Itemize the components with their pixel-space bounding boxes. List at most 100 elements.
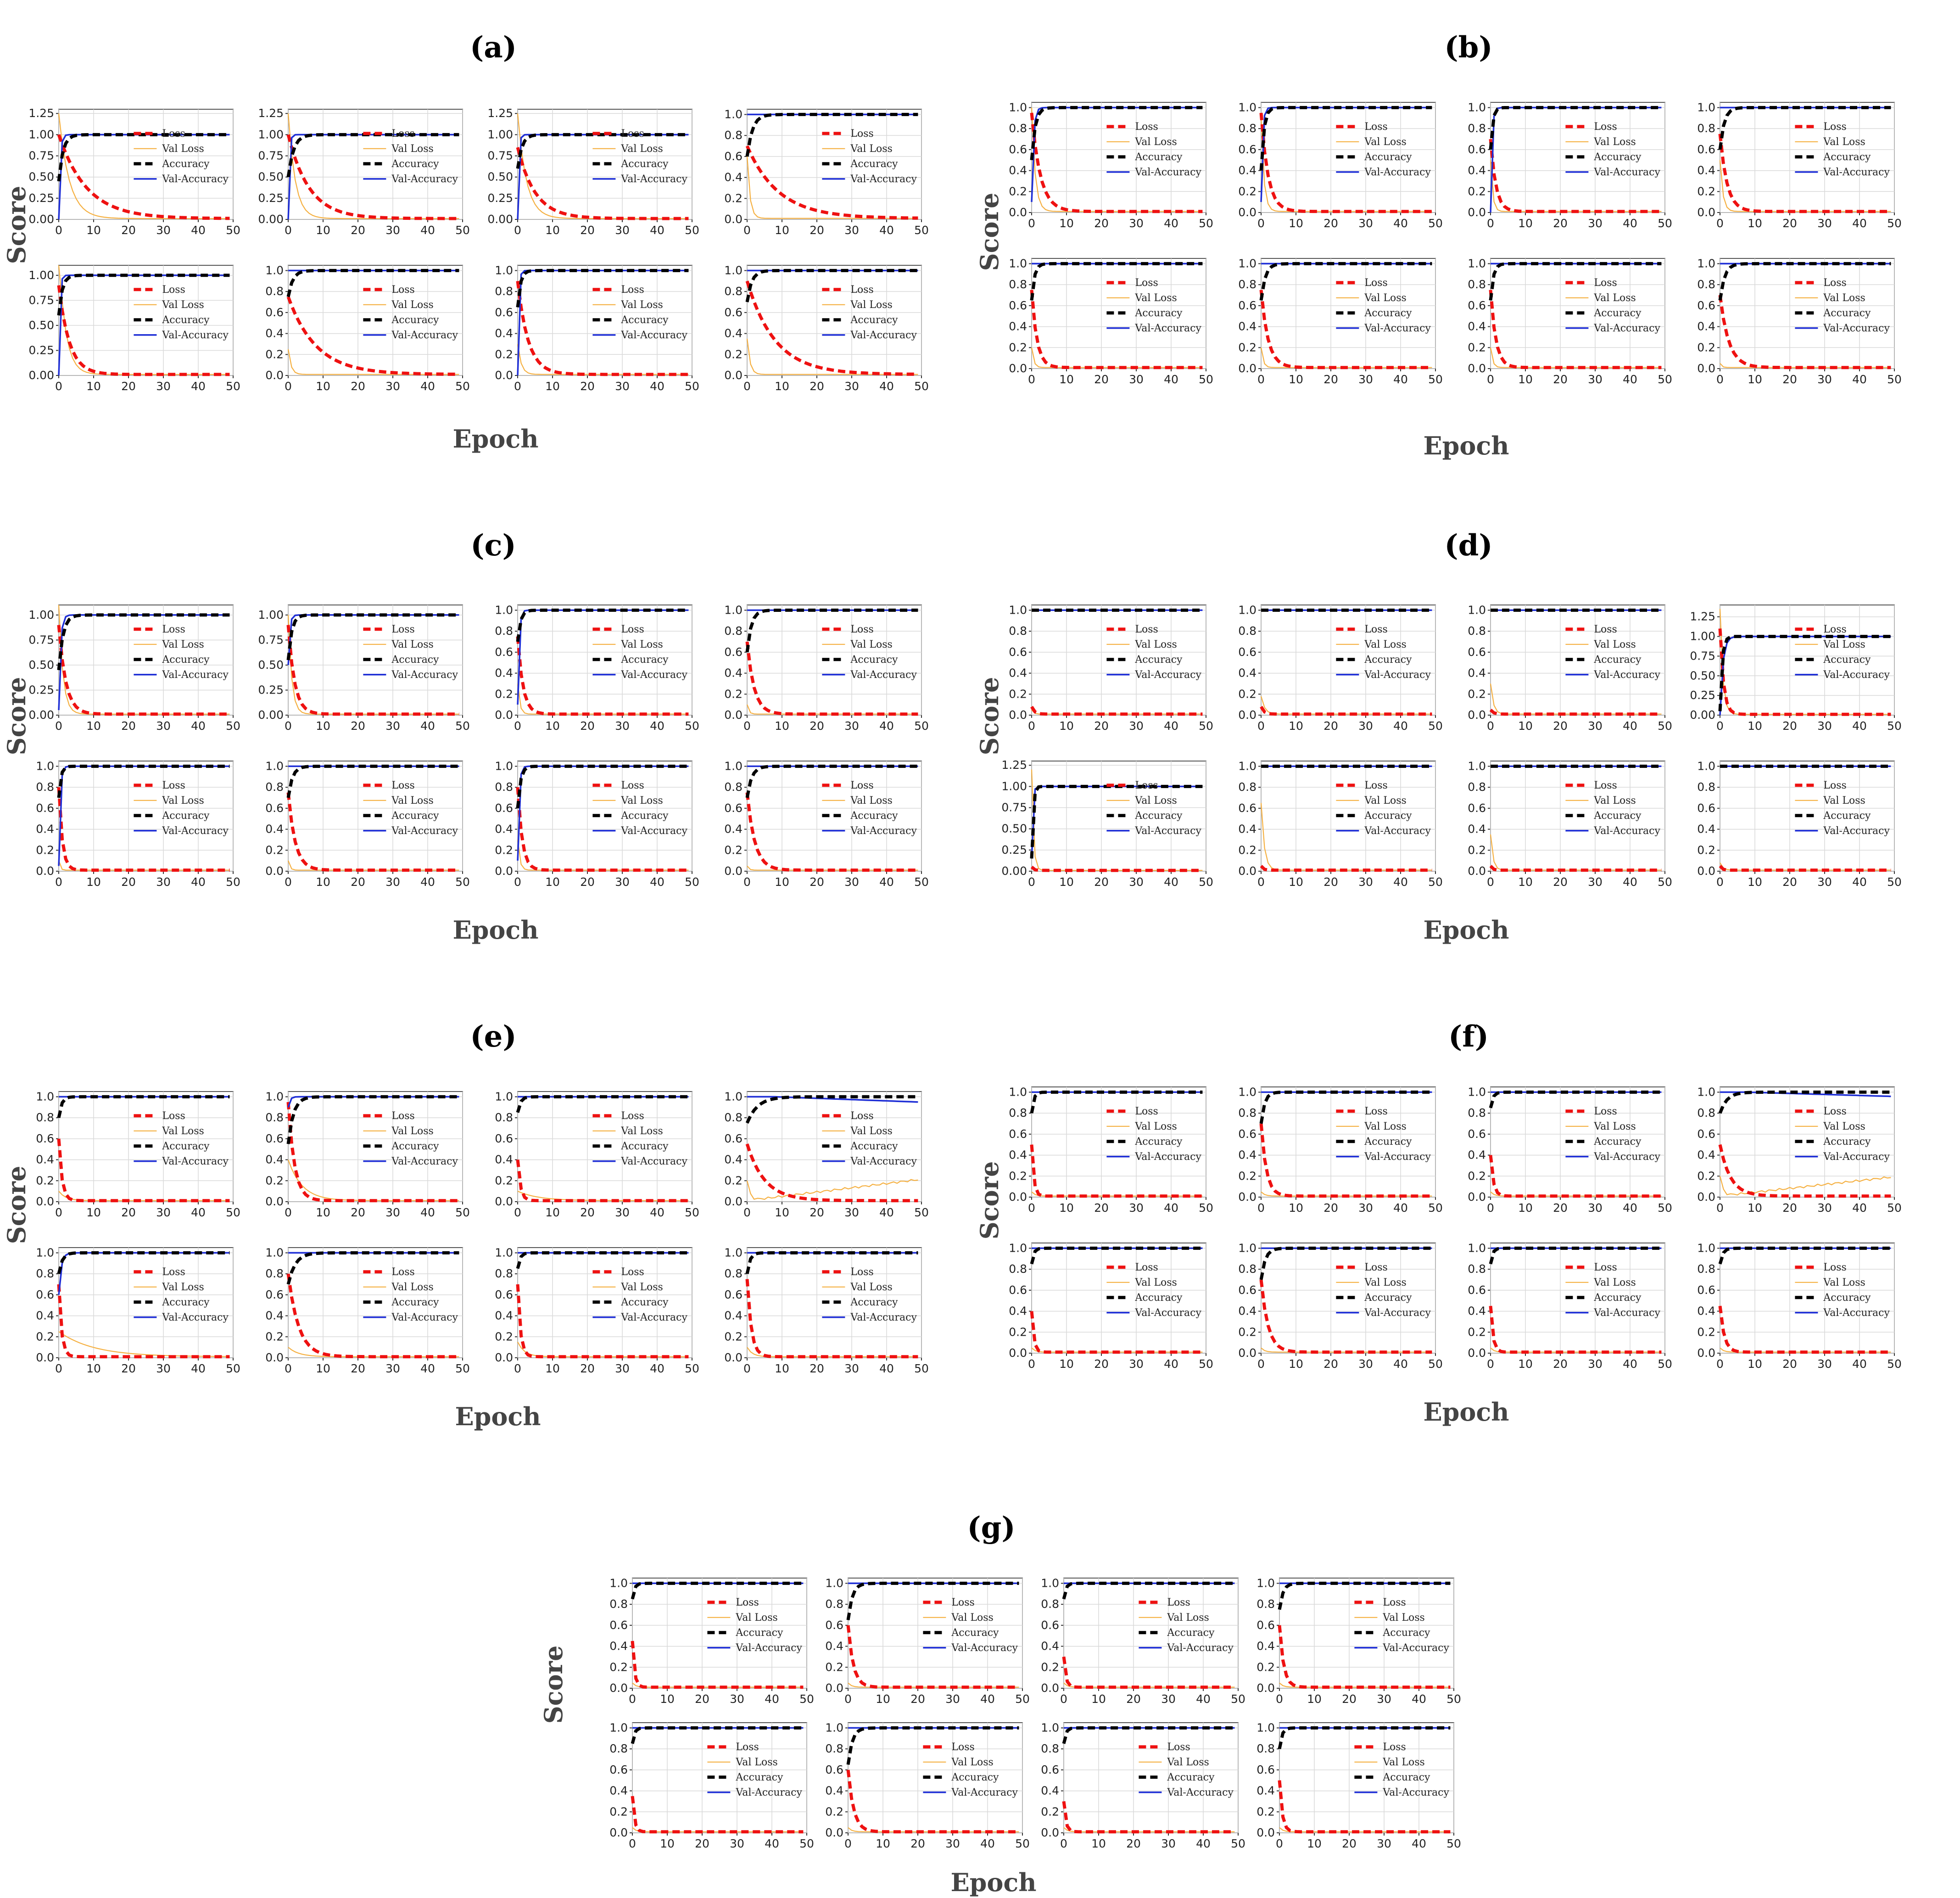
- val-loss-line: [1490, 1347, 1662, 1353]
- y-tick-label: 0.0: [265, 369, 284, 382]
- x-tick-label: 30: [1358, 719, 1373, 733]
- y-tick-label: 0.2: [1468, 1325, 1486, 1338]
- x-tick-label: 30: [1358, 875, 1373, 889]
- y-tick-label: 0.4: [609, 1640, 628, 1653]
- legend-accuracy-label: Accuracy: [1364, 810, 1412, 822]
- legend-accuracy-label: Accuracy: [391, 1141, 439, 1152]
- y-tick-label: 0.2: [36, 1330, 54, 1343]
- val-loss-line: [746, 1179, 918, 1200]
- x-tick-label: 30: [844, 719, 859, 733]
- y-tick-label: 0.2: [724, 347, 743, 361]
- x-tick-label: 30: [156, 224, 171, 237]
- accuracy-line: [1718, 1246, 1891, 1265]
- legend-accuracy-label: Accuracy: [1593, 654, 1642, 666]
- y-tick-label: 0.8: [36, 1267, 54, 1280]
- legend-accuracy-label: Accuracy: [620, 158, 669, 170]
- legend-accuracy-label: Accuracy: [850, 1297, 898, 1308]
- legend-val-loss-label: Val Loss: [1593, 292, 1636, 304]
- subplot-c-5: 0.0 0.2 0.4 0.6 0.8 1.0 0 10 20 30 40 50 Loss Val Los…: [265, 759, 470, 889]
- legend-val-accuracy-label: Val-Accuracy: [1593, 167, 1660, 178]
- x-tick-label: 0: [1716, 217, 1724, 230]
- x-tick-label: 20: [810, 1362, 824, 1375]
- accuracy-line: [1489, 106, 1662, 150]
- y-tick-label: 0.2: [495, 347, 513, 361]
- val-loss-line: [1260, 696, 1432, 715]
- y-tick-label: 1.0: [36, 759, 54, 773]
- y-tick-label: 0.4: [265, 823, 284, 836]
- y-axis-title: Score: [2, 1166, 31, 1244]
- legend-val-loss-label: Val Loss: [1134, 292, 1177, 304]
- y-tick-label: 0.50: [28, 170, 54, 184]
- x-tick-label: 40: [1196, 1692, 1211, 1706]
- y-tick-label: 0.0: [1697, 864, 1715, 878]
- legend-loss-label: Loss: [391, 284, 414, 296]
- legend-accuracy-label: Accuracy: [951, 1627, 999, 1639]
- legend-val-loss-label: Val Loss: [391, 143, 433, 155]
- y-tick-label: 0.4: [1697, 1305, 1715, 1318]
- y-tick-label: 0.00: [28, 369, 54, 382]
- y-tick-label: 0.8: [1697, 1106, 1715, 1120]
- x-tick-label: 50: [226, 224, 240, 237]
- y-tick-label: 0.8: [1468, 278, 1486, 291]
- x-tick-label: 30: [1129, 875, 1144, 889]
- x-tick-label: 50: [1231, 1692, 1245, 1706]
- subplot-d-4: 0.00 0.25 0.50 0.75 1.00 1.25 0 10 20 30 40 50 Loss V…: [1001, 758, 1213, 889]
- x-tick-label: 0: [55, 224, 62, 237]
- x-tick-label: 30: [1817, 373, 1832, 386]
- legend-val-accuracy-label: Val-Accuracy: [620, 330, 687, 341]
- y-tick-label: 0.6: [1009, 1127, 1027, 1141]
- legend-accuracy-label: Accuracy: [1382, 1627, 1430, 1639]
- legend-val-accuracy-label: Val-Accuracy: [1167, 1642, 1234, 1654]
- legend-val-accuracy-label: Val-Accuracy: [1134, 1307, 1201, 1319]
- x-tick-label: 10: [316, 380, 330, 393]
- y-tick-label: 0.2: [495, 1174, 513, 1187]
- loss-line: [1030, 866, 1203, 872]
- x-tick-label: 0: [743, 875, 751, 889]
- y-tick-label: 0.2: [265, 347, 284, 361]
- legend-accuracy-label: Accuracy: [1167, 1772, 1215, 1783]
- x-tick-label: 40: [1623, 217, 1637, 230]
- y-tick-label: 0.6: [724, 801, 743, 815]
- subplot-f-2: 0.0 0.2 0.4 0.6 0.8 1.0 0 10 20 30 40 50 Loss Val Los…: [1468, 1085, 1672, 1215]
- y-tick-label: 1.0: [724, 1246, 743, 1259]
- y-tick-label: 0.4: [265, 1153, 284, 1166]
- y-tick-label: 0.8: [609, 1597, 628, 1611]
- legend-val-loss-label: Val Loss: [735, 1612, 777, 1624]
- y-tick-label: 1.0: [1697, 1085, 1715, 1098]
- x-tick-label: 20: [1094, 719, 1109, 733]
- y-tick-label: 0.50: [487, 170, 513, 184]
- y-tick-label: 0.6: [1468, 801, 1486, 815]
- legend-val-loss-label: Val Loss: [1593, 1121, 1636, 1132]
- x-tick-label: 0: [844, 1837, 852, 1850]
- y-tick-label: 1.0: [1697, 257, 1715, 270]
- y-tick-label: 0.4: [1238, 1148, 1256, 1162]
- legend-val-loss-label: Val Loss: [1364, 1277, 1406, 1288]
- y-tick-label: 0.6: [1697, 1283, 1715, 1297]
- legend-val-accuracy-label: Val-Accuracy: [620, 1156, 687, 1167]
- x-tick-label: 30: [1129, 719, 1144, 733]
- y-tick-label: 0.6: [1041, 1763, 1059, 1776]
- loss-line: [846, 1769, 1019, 1834]
- legend-val-loss-label: Val Loss: [620, 795, 663, 806]
- x-tick-label: 50: [1658, 1357, 1672, 1371]
- legend-val-loss-label: Val Loss: [1823, 795, 1865, 806]
- legend-accuracy-label: Accuracy: [1364, 654, 1412, 666]
- x-tick-label: 30: [1588, 373, 1603, 386]
- y-tick-label: 0.2: [1468, 341, 1486, 354]
- x-tick-label: 40: [1412, 1692, 1426, 1706]
- x-tick-label: 0: [1487, 373, 1494, 386]
- x-tick-label: 50: [455, 224, 470, 237]
- legend-accuracy-label: Accuracy: [1593, 151, 1642, 163]
- y-tick-label: 0.8: [724, 1267, 743, 1280]
- x-tick-label: 10: [660, 1837, 675, 1850]
- x-tick-label: 30: [1588, 1357, 1603, 1371]
- y-tick-label: 1.0: [1009, 603, 1027, 616]
- subplot-d-1: 0.0 0.2 0.4 0.6 0.8 1.0 0 10 20 30 40 50 Loss Val Los…: [1238, 603, 1443, 733]
- x-tick-label: 30: [730, 1837, 744, 1850]
- legend-val-accuracy-label: Val-Accuracy: [1593, 825, 1660, 837]
- legend-loss-label: Loss: [850, 1110, 873, 1122]
- x-tick-label: 10: [86, 719, 101, 733]
- legend-val-loss-label: Val Loss: [391, 1282, 433, 1293]
- legend-val-accuracy-label: Val-Accuracy: [850, 669, 917, 681]
